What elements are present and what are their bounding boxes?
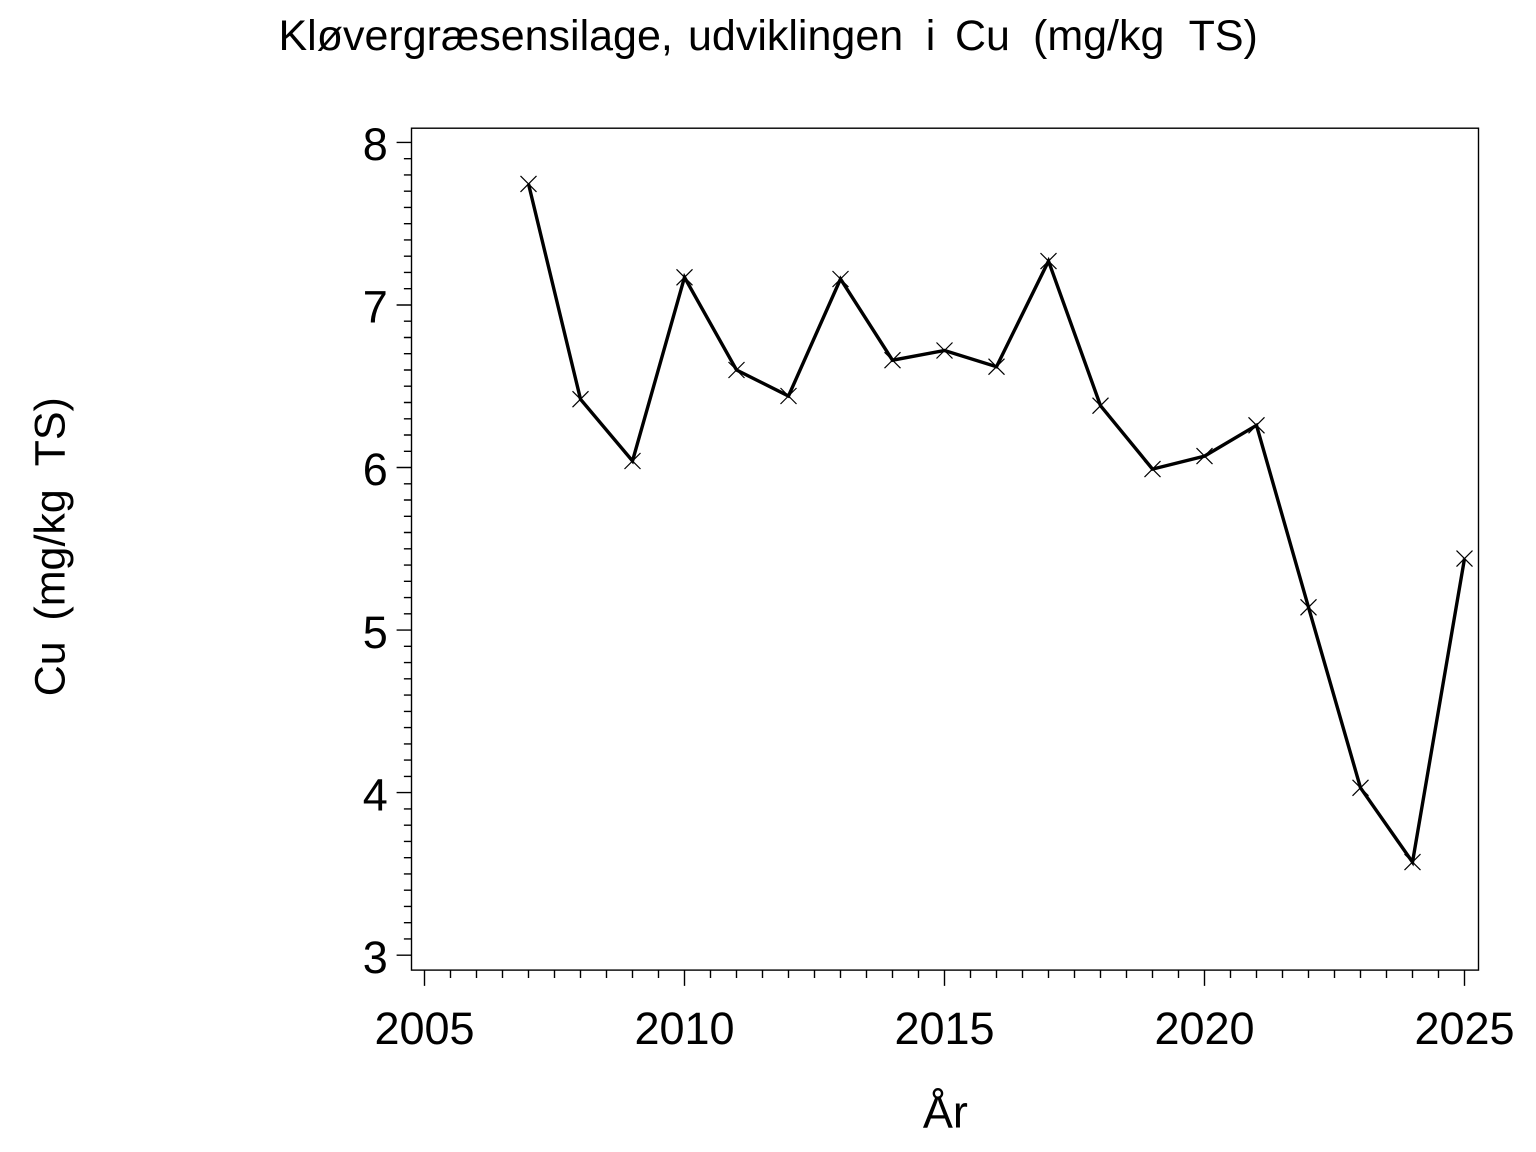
svg-text:6: 6 — [363, 444, 388, 495]
svg-text:i: i — [926, 12, 936, 60]
svg-text:2010: 2010 — [634, 1003, 734, 1054]
svg-text:Kløvergræsensilage,: Kløvergræsensilage, — [279, 12, 673, 60]
svg-text:(mg/kg: (mg/kg — [26, 489, 74, 620]
svg-text:7: 7 — [363, 282, 388, 333]
svg-text:8: 8 — [363, 119, 388, 170]
svg-text:2005: 2005 — [374, 1003, 474, 1054]
svg-text:TS): TS) — [1189, 12, 1258, 60]
svg-text:2025: 2025 — [1414, 1003, 1514, 1054]
svg-text:År: År — [923, 1087, 968, 1138]
svg-text:2015: 2015 — [894, 1003, 994, 1054]
svg-text:4: 4 — [363, 769, 388, 820]
svg-text:5: 5 — [363, 607, 388, 658]
svg-text:Cu: Cu — [26, 641, 74, 696]
svg-text:(mg/kg: (mg/kg — [1033, 12, 1164, 60]
svg-text:TS): TS) — [26, 397, 74, 466]
svg-text:2020: 2020 — [1154, 1003, 1254, 1054]
svg-text:3: 3 — [363, 932, 388, 983]
svg-text:udviklingen: udviklingen — [688, 12, 903, 60]
svg-text:Cu: Cu — [955, 12, 1010, 60]
